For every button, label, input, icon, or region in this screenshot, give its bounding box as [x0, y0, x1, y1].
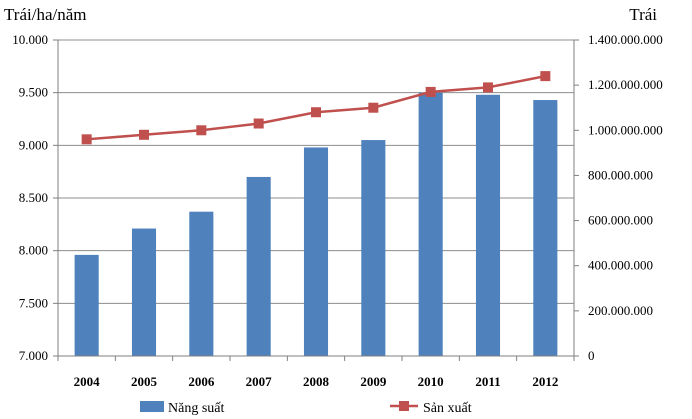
right-tick-label-6: 1.200.000.000 [588, 77, 663, 92]
legend-label-san-xuat: Sản xuất [423, 401, 472, 416]
line-series [81, 71, 551, 145]
x-tick-label-2010: 2010 [418, 374, 444, 389]
legend-label-nang-suat: Năng suất [168, 401, 224, 416]
x-tick-label-2011: 2011 [475, 374, 500, 389]
right-tick-label-1: 200.000.000 [588, 303, 653, 318]
left-tick-label-4: 9.000 [19, 137, 48, 152]
x-tick-label-2005: 2005 [131, 374, 158, 389]
axes [53, 39, 579, 361]
left-tick-labels: 7.000 7.500 8.000 8.500 9.000 9.500 10.000 [12, 32, 48, 363]
marker-2012 [540, 71, 551, 82]
bar-2004 [74, 254, 99, 356]
marker-2004 [81, 134, 92, 145]
x-tick-label-2006: 2006 [188, 374, 215, 389]
marker-2010 [425, 86, 436, 97]
x-tick-label-2008: 2008 [303, 374, 330, 389]
right-tick-label-4: 800.000.000 [588, 167, 653, 182]
marker-2005 [139, 129, 149, 140]
right-axis-label: Trái [629, 5, 657, 24]
bar-2008 [303, 147, 329, 356]
right-tick-label-7: 1.400.000.000 [588, 32, 663, 47]
right-tick-label-2: 400.000.000 [588, 258, 653, 273]
right-tick-label-3: 600.000.000 [588, 213, 653, 228]
left-tick-label-6: 10.000 [12, 32, 48, 47]
bar-series [74, 92, 558, 357]
right-tick-label-0: 0 [588, 348, 595, 363]
legend: Năng suất Sản xuất [140, 401, 472, 416]
marker-2006 [196, 125, 207, 136]
x-tick-labels: 2004 2005 2006 2007 2008 2009 2010 2011 2012 [74, 374, 559, 389]
x-tick-label-2004: 2004 [74, 374, 101, 389]
legend-swatch-nang-suat [140, 401, 164, 412]
right-tick-label-5: 1.000.000.000 [588, 122, 663, 137]
marker-2011 [483, 82, 493, 93]
marker-2009 [368, 102, 379, 113]
left-tick-label-0: 7.000 [19, 348, 48, 363]
x-tick-label-2012: 2012 [532, 374, 558, 389]
bar-2009 [361, 140, 386, 356]
marker-2007 [253, 118, 264, 129]
marker-2008 [311, 107, 321, 118]
left-tick-label-2: 8.000 [19, 243, 48, 258]
x-tick-label-2009: 2009 [360, 374, 387, 389]
left-axis-label: Trái/ha/năm [4, 5, 86, 24]
bar-2010 [418, 92, 443, 357]
left-tick-label-3: 8.500 [19, 190, 48, 205]
right-tick-labels: 0 200.000.000 400.000.000 600.000.000 800.00… [588, 32, 663, 363]
legend-marker-san-xuat [399, 401, 409, 411]
left-tick-label-5: 9.500 [19, 85, 48, 100]
bar-2011 [475, 94, 501, 357]
left-tick-label-1: 7.500 [19, 295, 48, 310]
bar-2006 [189, 211, 214, 356]
bar-2005 [131, 228, 157, 356]
bar-2012 [533, 100, 558, 356]
x-tick-label-2007: 2007 [246, 374, 273, 389]
bar-2007 [246, 176, 271, 356]
